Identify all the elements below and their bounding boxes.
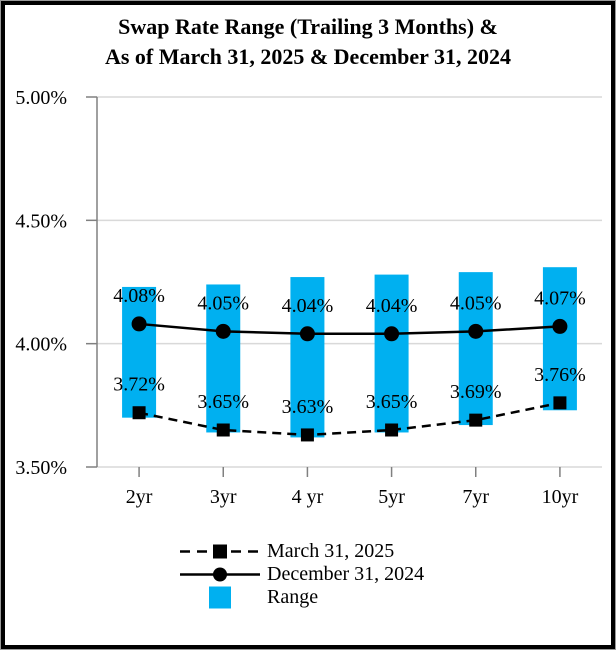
- data-label-3yr-3.65%: 3.65%: [197, 391, 249, 413]
- data-label-4yr-4.04%: 4.04%: [282, 295, 334, 317]
- range-bar-4yr: [290, 277, 325, 438]
- range-bar-7yr: [458, 272, 493, 426]
- chart-title-line2: As of March 31, 2025 & December 31, 2024: [104, 44, 512, 69]
- data-label-10yr-3.76%: 3.76%: [534, 364, 586, 386]
- data-label-5yr-3.65%: 3.65%: [366, 391, 418, 413]
- range-bar-2yr: [122, 286, 157, 418]
- marker-circle-4yr: [299, 326, 315, 342]
- x-axis-label-4yr: 4 yr: [292, 486, 324, 508]
- chart-title-line1: Swap Rate Range (Trailing 3 Months) &: [118, 14, 498, 39]
- marker-circle-2yr: [131, 316, 147, 332]
- marker-circle-10yr: [552, 318, 568, 334]
- marker-circle-7yr: [468, 323, 484, 339]
- marker-square-7yr: [469, 413, 483, 427]
- range-bar-3yr: [206, 284, 241, 433]
- legend-label-march-31-2025: March 31, 2025: [267, 540, 395, 562]
- swap-rate-chart: 3.50% 4.00% 4.50% 5.00% 2yr 3yr 4 yr 5yr 7yr 10yr…: [15, 87, 602, 508]
- data-label-10yr-4.07%: 4.07%: [534, 287, 586, 309]
- marker-square-3yr: [216, 423, 230, 437]
- marker-square-10yr: [553, 396, 567, 410]
- legend-item-december-31-2024: December 31, 2024: [180, 563, 424, 586]
- marker-square-5yr: [385, 423, 399, 437]
- range-bar-5yr: [374, 274, 409, 433]
- chart-title: Swap Rate Range (Trailing 3 Months) & As…: [5, 5, 611, 72]
- x-axis-label-3yr: 3yr: [210, 486, 237, 508]
- data-label-7yr-3.69%: 3.69%: [450, 381, 502, 403]
- legend: March 31, 2025 December 31, 2024 Range: [180, 540, 424, 609]
- y-axis-label-5.00%: 5.00%: [15, 87, 67, 109]
- marker-square-2yr: [132, 406, 146, 420]
- data-label-3yr-4.05%: 4.05%: [197, 292, 249, 314]
- data-label-5yr-4.04%: 4.04%: [366, 295, 418, 317]
- marker-circle-3yr: [215, 323, 231, 339]
- legend-label-range: Range: [267, 586, 319, 608]
- y-axis-label-4.00%: 4.00%: [15, 334, 67, 356]
- dashed-line-square-marker-icon: [180, 544, 260, 559]
- solid-line-circle-marker-icon: [180, 567, 260, 582]
- legend-label-december-31-2024: December 31, 2024: [267, 563, 425, 585]
- data-label-2yr-4.08%: 4.08%: [113, 285, 165, 307]
- data-label-4yr-3.63%: 3.63%: [282, 396, 334, 418]
- data-label-7yr-4.05%: 4.05%: [450, 292, 502, 314]
- data-label-2yr-3.72%: 3.72%: [113, 374, 165, 396]
- y-axis-label-3.50%: 3.50%: [15, 457, 67, 479]
- series-line-dashed: [138, 401, 561, 437]
- legend-item-range: Range: [180, 586, 424, 609]
- legend-item-march-31-2025: March 31, 2025: [180, 540, 424, 563]
- x-axis-label-10yr: 10yr: [542, 486, 579, 508]
- x-axis-label-2yr: 2yr: [126, 486, 153, 508]
- marker-square-4yr: [300, 428, 314, 442]
- marker-circle-5yr: [384, 326, 400, 342]
- range-bar-10yr: [542, 267, 577, 411]
- x-axis-label-7yr: 7yr: [462, 486, 489, 508]
- x-axis-label-5yr: 5yr: [378, 486, 405, 508]
- y-axis-label-4.50%: 4.50%: [15, 210, 67, 232]
- series-line-solid: [138, 322, 560, 336]
- range-swatch-icon: [209, 586, 231, 609]
